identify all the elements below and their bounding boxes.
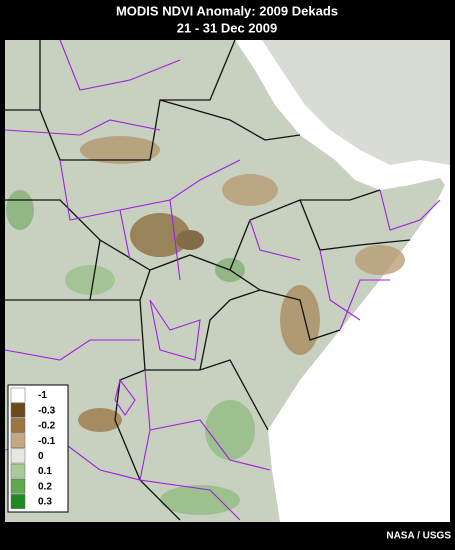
anomaly-patches bbox=[6, 136, 405, 515]
legend-swatch bbox=[10, 387, 26, 403]
legend-label: -0.1 bbox=[38, 436, 56, 447]
legend-label: -1 bbox=[38, 390, 47, 401]
legend-swatch bbox=[10, 448, 26, 464]
arabia bbox=[262, 40, 450, 165]
legend: -1 -0.3 -0.2 -0.1 0 0.1 0.2 0.3 bbox=[7, 384, 69, 513]
legend-label: -0.3 bbox=[38, 405, 56, 416]
legend-swatch bbox=[10, 433, 26, 449]
legend-label: 0.2 bbox=[38, 481, 52, 492]
legend-swatch bbox=[10, 402, 26, 418]
legend-label: 0 bbox=[38, 451, 44, 462]
country-borders bbox=[5, 39, 411, 521]
legend-label: -0.2 bbox=[38, 421, 56, 432]
legend-label: 0.3 bbox=[38, 497, 52, 508]
legend-swatch bbox=[10, 478, 26, 494]
legend-swatch bbox=[10, 418, 26, 433]
legend-label: 0.1 bbox=[38, 466, 52, 477]
subtitle: 21 - 31 Dec 2009 bbox=[177, 20, 277, 35]
legend-swatch bbox=[10, 494, 26, 509]
map bbox=[4, 39, 450, 522]
title: MODIS NDVI Anomaly: 2009 Dekads bbox=[116, 3, 338, 18]
legend-swatch bbox=[10, 463, 26, 479]
credit: NASA / USGS bbox=[386, 531, 451, 542]
